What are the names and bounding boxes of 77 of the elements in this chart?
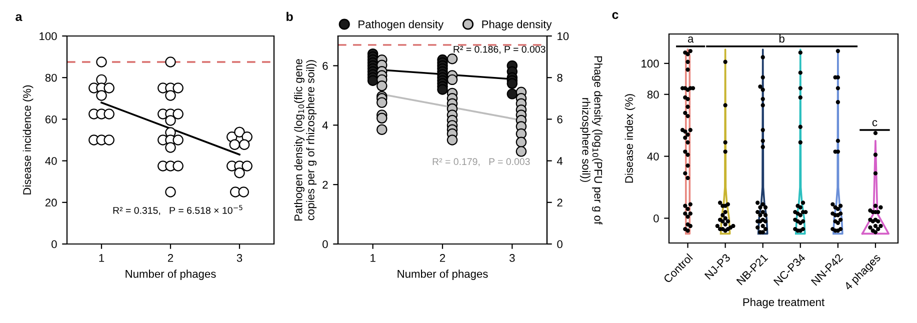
legend-label: Pathogen density — [358, 20, 444, 30]
y-tick-label: 100 — [642, 60, 659, 68]
point — [96, 56, 107, 68]
point — [104, 134, 114, 146]
y-tick-label: 20 — [45, 198, 57, 207]
y-axis-title: Disease index (%) — [624, 94, 636, 183]
point — [172, 82, 184, 94]
point — [446, 74, 458, 86]
y2-tick-label: 0 — [557, 240, 562, 248]
y-tick-label: 80 — [647, 90, 659, 99]
x-tick-label: 3 — [510, 254, 515, 262]
point — [165, 115, 176, 126]
y-tick-label: 0 — [322, 240, 328, 248]
y2-tick-label: 10 — [558, 32, 569, 40]
point — [165, 56, 176, 68]
y2-axis-title: Phage density (log$_{10}$(PFU per g of rhizosphere soil)) — [580, 56, 602, 224]
y-tick-label: 80 — [45, 74, 57, 82]
point — [172, 160, 184, 172]
y-tick-label: 60 — [45, 115, 57, 124]
x-tick-label: 3 — [236, 254, 242, 262]
point — [376, 97, 388, 108]
point — [96, 90, 107, 101]
x-tick-label: 2 — [168, 254, 174, 262]
chart-title: b — [286, 12, 293, 22]
y-tick-label: 4 — [322, 122, 328, 130]
chart-title: c — [612, 12, 618, 19]
point — [172, 108, 184, 120]
x-tick-label: 1 — [99, 254, 104, 262]
point — [172, 134, 184, 146]
legend-label: Phage density — [482, 20, 552, 30]
y-tick-label: 6 — [322, 62, 328, 70]
y-tick-label: 0 — [52, 240, 57, 248]
chart-title: a — [16, 14, 22, 22]
point — [516, 136, 527, 148]
point — [506, 88, 518, 100]
point — [516, 146, 527, 157]
point — [506, 78, 518, 89]
y-axis-title: Pathogen density (log$_{10}$(flic gene copies per g of rhizosphere soil)) — [294, 59, 317, 221]
annotation: b — [779, 34, 784, 43]
y-tick-label: 100 — [40, 32, 57, 40]
point — [104, 82, 114, 94]
point — [238, 186, 250, 198]
y-tick-label: 40 — [45, 157, 57, 165]
y2-tick-label: 2 — [557, 198, 562, 206]
point — [165, 142, 176, 153]
point — [376, 112, 388, 124]
y-tick-label: 0 — [654, 214, 659, 222]
annotation: a — [688, 36, 694, 43]
y2-tick-label: 8 — [557, 74, 562, 82]
x-axis-title: Phage treatment — [743, 298, 824, 308]
point — [234, 168, 245, 178]
x-axis-title: Number of phages — [126, 270, 216, 280]
y2-tick-label: 4 — [556, 157, 563, 165]
x-tick-label: 2 — [440, 254, 446, 262]
point — [376, 80, 388, 92]
point — [242, 160, 252, 172]
point — [376, 124, 388, 135]
y-axis-title: Disease incidence (%) — [22, 85, 34, 194]
point — [446, 134, 458, 146]
point — [229, 139, 240, 150]
x-tick-label: 1 — [370, 254, 376, 262]
point — [446, 54, 458, 64]
x-axis-title: Number of phages — [398, 270, 488, 280]
point — [437, 84, 448, 95]
point — [165, 186, 176, 198]
y2-tick-label: 6 — [557, 115, 562, 124]
annotation: R² = 0.179, P = 0.003 — [432, 158, 530, 166]
annotation: R² = 0.315, P = 6.518 × 10$^{−5}$ — [113, 205, 242, 216]
point — [234, 126, 245, 138]
annotation: R² = 0.186, P = 0.003 — [454, 46, 546, 54]
point — [367, 75, 378, 86]
annotation: c — [872, 120, 878, 126]
y-tick-label: 2 — [322, 180, 328, 189]
point — [238, 139, 250, 150]
point — [165, 90, 176, 101]
y-tick-label: 40 — [647, 152, 659, 160]
point — [104, 108, 114, 120]
